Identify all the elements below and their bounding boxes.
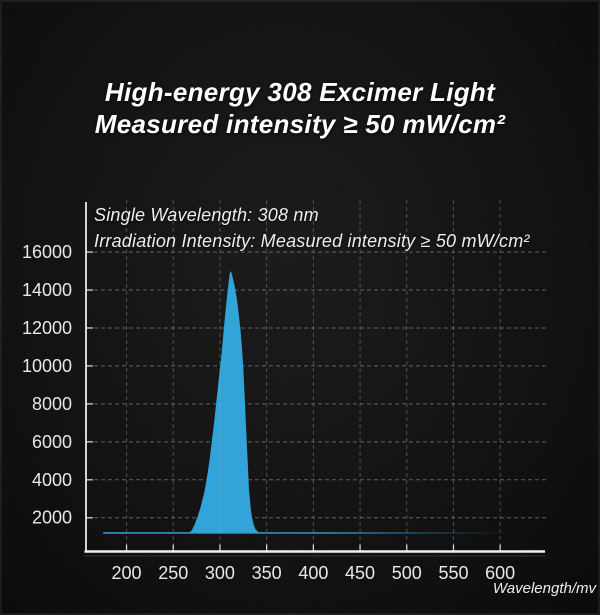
page-title: High-energy 308 Excimer Light Measured i… — [0, 76, 600, 140]
chart-annotation: Single Wavelength: 308 nm Irradiation In… — [94, 202, 530, 254]
annotation-wavelength: Single Wavelength: 308 nm — [94, 205, 319, 225]
title-line-2: Measured intensity ≥ 50 mW/cm² — [94, 109, 506, 139]
annotation-intensity: Irradiation Intensity: Measured intensit… — [94, 231, 530, 251]
title-line-1: High-energy 308 Excimer Light — [104, 77, 496, 107]
